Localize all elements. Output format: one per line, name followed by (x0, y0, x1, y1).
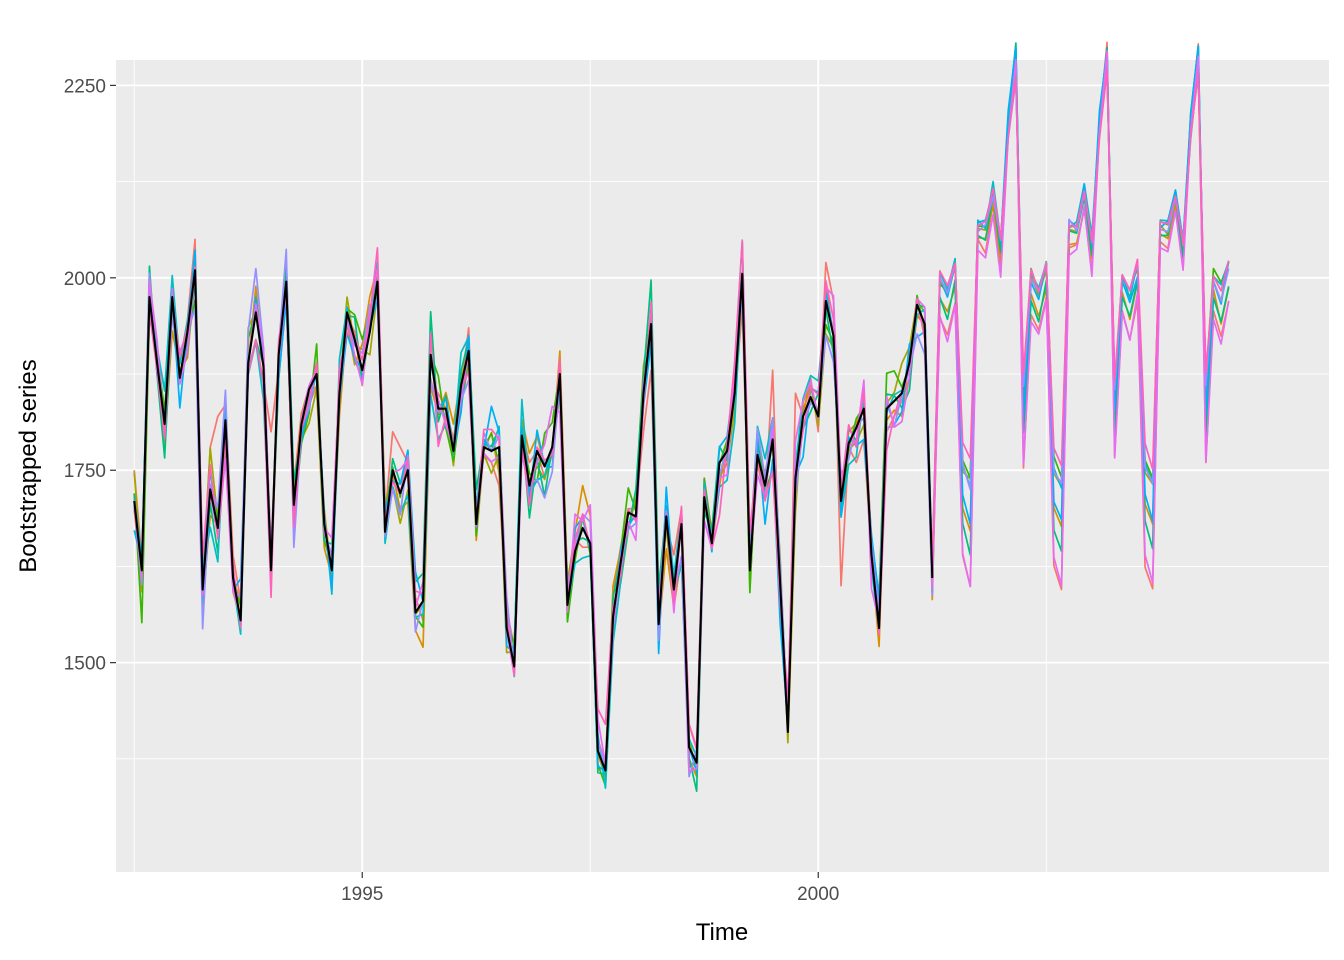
series-lines (133, 41, 1230, 793)
y-tick-label: 2000 (64, 269, 106, 290)
x-axis-title: Time (696, 919, 748, 946)
y-tick-label: 2250 (64, 76, 106, 97)
x-tick-label: 2000 (797, 884, 839, 905)
original-series-line (133, 269, 934, 772)
x-axis: 1995 2000 (341, 872, 839, 905)
y-axis-title: Bootstrapped series (15, 359, 42, 572)
y-axis: 1500 1750 2000 2250 (64, 76, 116, 675)
x-tick-label: 1995 (341, 884, 383, 905)
bootstrap-series-line (133, 69, 1230, 751)
y-tick-label: 1750 (64, 461, 106, 482)
y-tick-label: 1500 (64, 654, 106, 675)
major-gridlines (116, 60, 1329, 872)
